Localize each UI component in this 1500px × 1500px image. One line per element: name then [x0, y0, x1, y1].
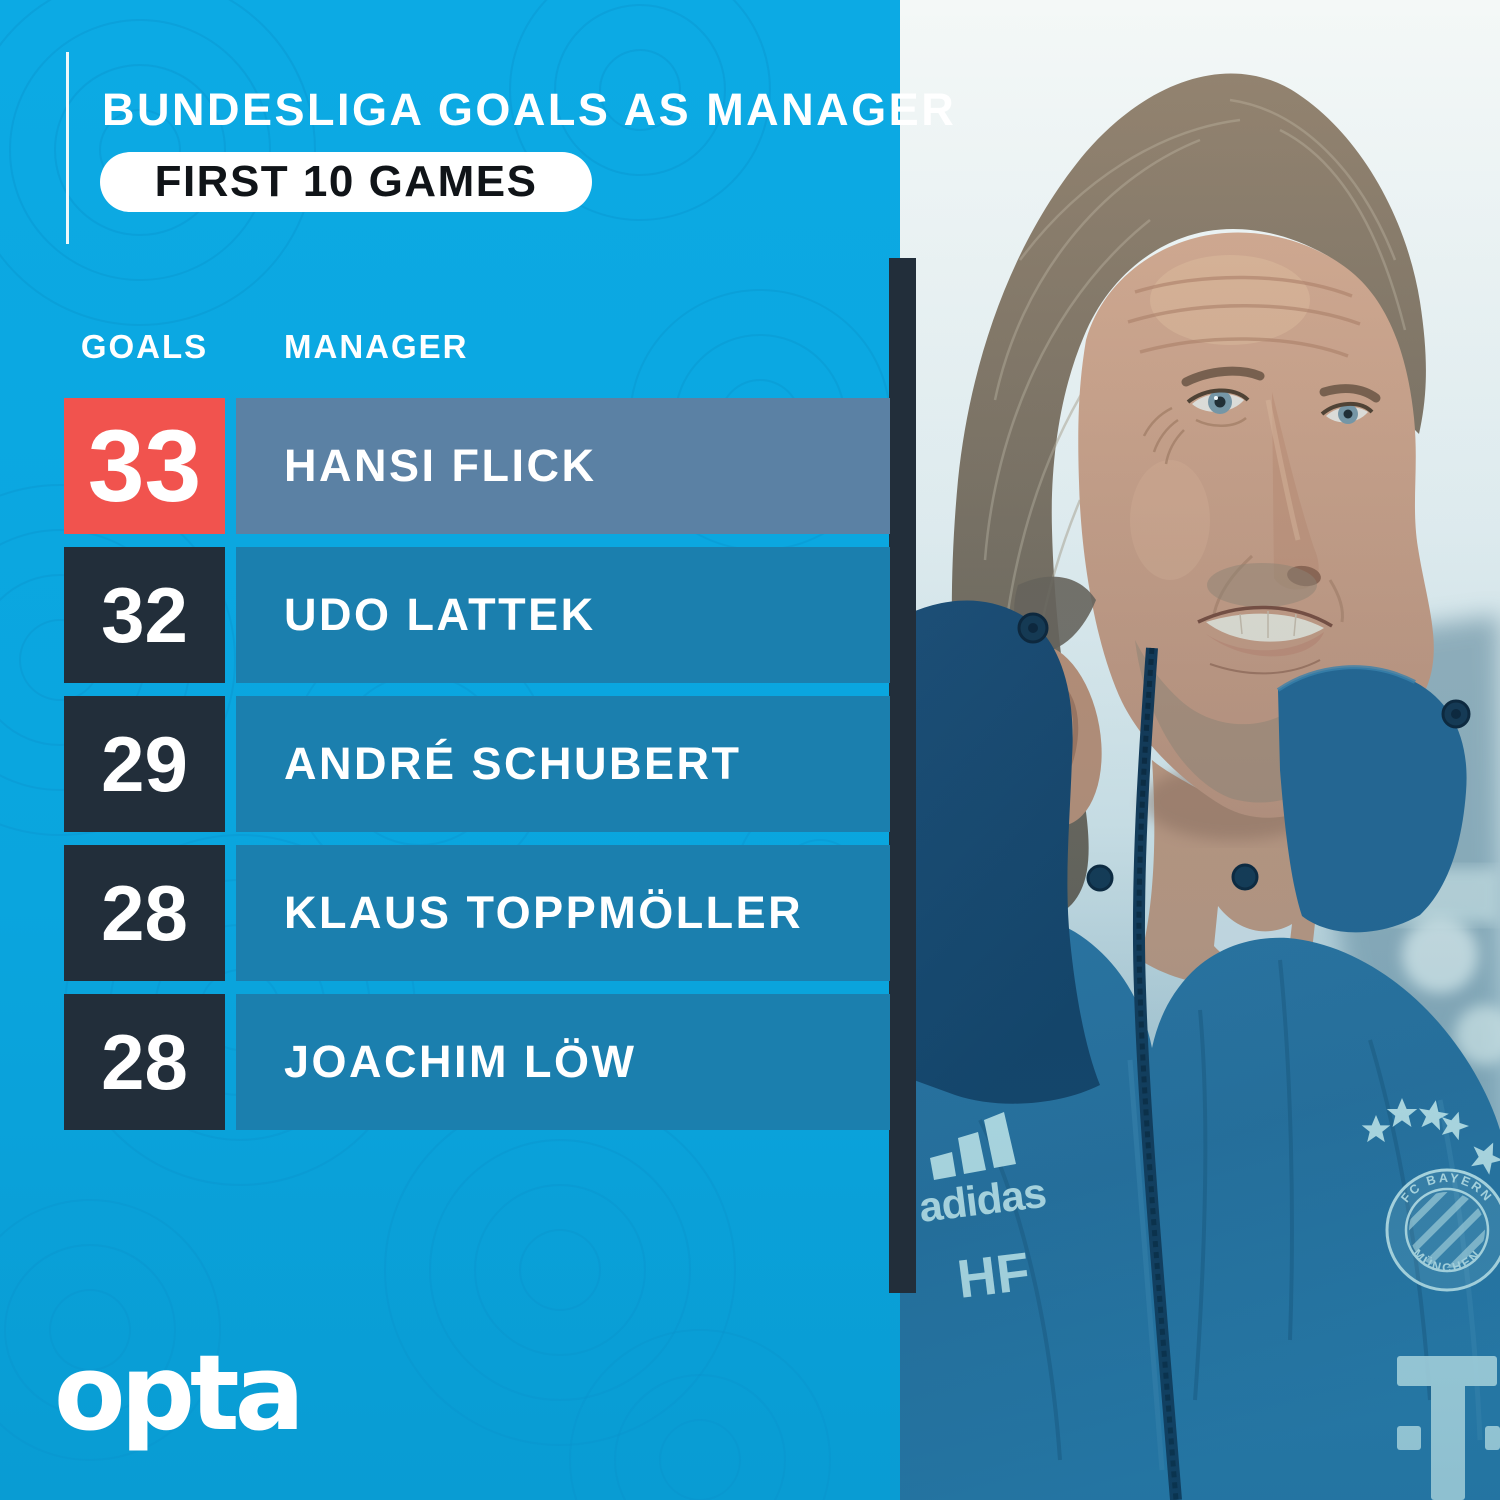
manager-name: UDO LATTEK	[284, 589, 596, 640]
table-row: 29 ANDRÉ SCHUBERT	[64, 696, 890, 832]
manager-name: ANDRÉ SCHUBERT	[284, 738, 742, 789]
manager-bar: UDO LATTEK	[236, 547, 890, 683]
table-row: 28 JOACHIM LÖW	[64, 994, 890, 1130]
manager-photo: adidas HF	[900, 0, 1500, 1500]
title-rule	[66, 52, 69, 244]
panel-edge-bar	[889, 258, 916, 1293]
subtitle-badge: FIRST 10 GAMES	[100, 152, 592, 212]
manager-column-header: MANAGER	[284, 328, 469, 365]
manager-bar: KLAUS TOPPMÖLLER	[236, 845, 890, 981]
manager-bar: HANSI FLICK	[236, 398, 890, 534]
table-row: 33 HANSI FLICK	[64, 398, 890, 534]
manager-bar: JOACHIM LÖW	[236, 994, 890, 1130]
manager-bar: ANDRÉ SCHUBERT	[236, 696, 890, 832]
goals-value: 28	[64, 994, 225, 1130]
subtitle-badge-label: FIRST 10 GAMES	[154, 157, 538, 206]
table-row: 28 KLAUS TOPPMÖLLER	[64, 845, 890, 981]
manager-name: JOACHIM LÖW	[284, 1036, 637, 1087]
manager-name: KLAUS TOPPMÖLLER	[284, 887, 804, 938]
page-title: BUNDESLIGA GOALS AS MANAGER	[102, 84, 957, 135]
goals-value: 29	[64, 696, 225, 832]
opta-logo: opta	[54, 1332, 305, 1454]
table-row: 32 UDO LATTEK	[64, 547, 890, 683]
manager-name: HANSI FLICK	[284, 440, 597, 491]
goals-value: 28	[64, 845, 225, 981]
goals-column-header: GOALS	[80, 328, 209, 365]
stats-table: 33 HANSI FLICK 32 UDO LATTEK 29 ANDRÉ SC…	[64, 398, 890, 1143]
goals-value: 33	[64, 398, 225, 534]
goals-value: 32	[64, 547, 225, 683]
